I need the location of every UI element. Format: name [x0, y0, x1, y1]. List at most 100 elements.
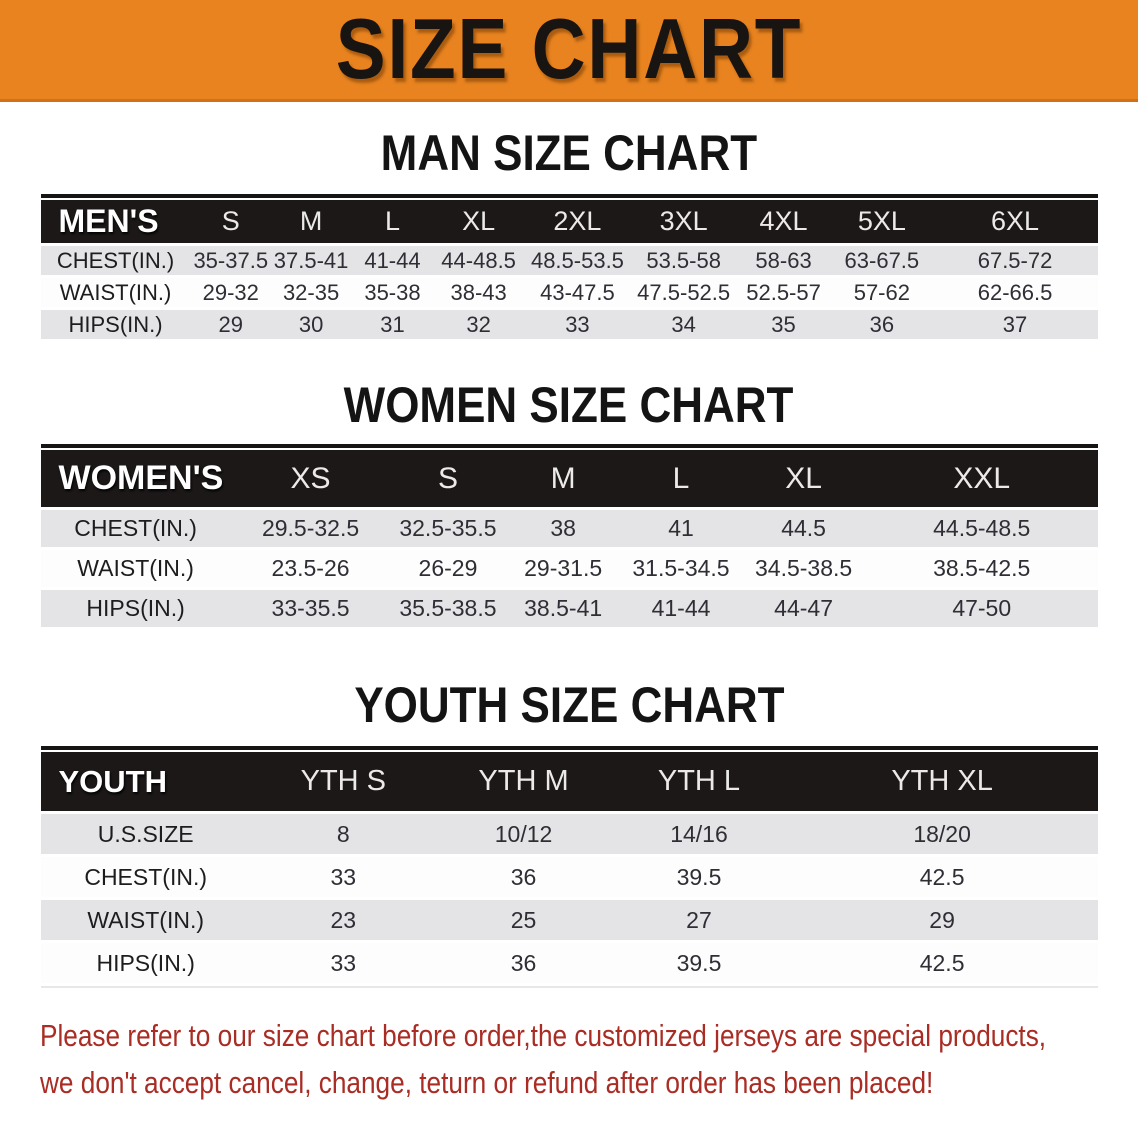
column-header: M: [270, 200, 352, 246]
table-row-ussize: U.S.SIZE 8 10/12 14/16 18/20: [40, 814, 1098, 857]
table-cell: 10/12: [435, 814, 612, 857]
column-header: S: [390, 450, 506, 510]
column-header: YTH XL: [786, 752, 1098, 814]
table-cell: 32.5-35.5: [390, 510, 506, 550]
table-cell: 32: [433, 310, 524, 342]
mens-size-table-wrap: MEN'S S M L XL 2XL 3XL 4XL 5XL 6XL CHEST…: [40, 194, 1098, 342]
table-row-chest: CHEST(IN.) 33 36 39.5 42.5: [40, 857, 1098, 900]
row-label: WAIST(IN.): [40, 278, 191, 310]
table-cell: 57-62: [831, 278, 933, 310]
column-header: XS: [230, 450, 391, 510]
table-cell: 38: [505, 510, 621, 550]
column-header: S: [190, 200, 271, 246]
table-cell: 44-47: [741, 590, 866, 630]
table-cell: 35-37.5: [190, 246, 271, 278]
table-cell: 42.5: [786, 857, 1098, 900]
table-cell: 47-50: [865, 590, 1098, 630]
row-label: CHEST(IN.): [40, 246, 191, 278]
table-cell: 31.5-34.5: [620, 550, 742, 590]
table-row-hips: HIPS(IN.) 33-35.5 35.5-38.5 38.5-41 41-4…: [40, 590, 1098, 630]
table-row-chest: CHEST(IN.) 29.5-32.5 32.5-35.5 38 41 44.…: [40, 510, 1098, 550]
column-header: 2XL: [523, 200, 632, 246]
table-cell: 33-35.5: [230, 590, 391, 630]
table-cell: 32-35: [270, 278, 352, 310]
row-label: WAIST(IN.): [40, 900, 251, 943]
table-cell: 63-67.5: [831, 246, 933, 278]
table-cell: 14/16: [611, 814, 787, 857]
womens-size-table-wrap: WOMEN'S XS S M L XL XXL CHEST(IN.) 29.5-…: [40, 444, 1098, 630]
table-cell: 26-29: [390, 550, 506, 590]
table-cell: 31: [351, 310, 434, 342]
table-cell: 38.5-42.5: [865, 550, 1098, 590]
table-cell: 25: [435, 900, 612, 943]
mens-header-label: MEN'S: [40, 200, 191, 246]
table-cell: 44.5: [741, 510, 866, 550]
column-header: 5XL: [831, 200, 933, 246]
table-row-waist: WAIST(IN.) 23.5-26 26-29 29-31.5 31.5-34…: [40, 550, 1098, 590]
table-cell: 41-44: [351, 246, 434, 278]
table-cell: 43-47.5: [523, 278, 632, 310]
table-row-hips: HIPS(IN.) 29 30 31 32 33 34 35 36 37: [40, 310, 1098, 342]
row-label: HIPS(IN.): [40, 310, 191, 342]
youth-section-title: YOUTH SIZE CHART: [353, 677, 785, 733]
table-cell: 29-31.5: [505, 550, 621, 590]
row-label: CHEST(IN.): [40, 510, 231, 550]
table-cell: 47.5-52.5: [631, 278, 736, 310]
table-cell: 38-43: [433, 278, 524, 310]
row-label: U.S.SIZE: [40, 814, 251, 857]
table-cell: 39.5: [611, 943, 787, 986]
table-cell: 33: [523, 310, 632, 342]
table-cell: 41: [620, 510, 742, 550]
table-cell: 44-48.5: [433, 246, 524, 278]
womens-header-label: WOMEN'S: [40, 450, 231, 510]
youth-header-row: YOUTH YTH S YTH M YTH L YTH XL: [40, 752, 1098, 814]
table-cell: 34: [631, 310, 736, 342]
table-cell: 34.5-38.5: [741, 550, 866, 590]
column-header: L: [351, 200, 434, 246]
disclaimer-text: Please refer to our size chart before or…: [40, 1012, 1130, 1106]
table-cell: 30: [270, 310, 352, 342]
table-cell: 35: [735, 310, 832, 342]
table-cell: 23.5-26: [230, 550, 391, 590]
banner-title: SIZE CHART: [335, 2, 803, 97]
disclaimer-line-2: we don't accept cancel, change, teturn o…: [40, 1065, 934, 1100]
disclaimer-line-1: Please refer to our size chart before or…: [40, 1018, 1047, 1053]
table-row-hips: HIPS(IN.) 33 36 39.5 42.5: [40, 943, 1098, 986]
table-cell: 35.5-38.5: [390, 590, 506, 630]
youth-size-table-wrap: YOUTH YTH S YTH M YTH L YTH XL U.S.SIZE …: [40, 746, 1098, 988]
column-header: 6XL: [932, 200, 1098, 246]
table-cell: 29-32: [190, 278, 271, 310]
table-cell: 48.5-53.5: [523, 246, 632, 278]
row-label: WAIST(IN.): [40, 550, 231, 590]
column-header: XXL: [865, 450, 1098, 510]
table-cell: 42.5: [786, 943, 1098, 986]
table-cell: 36: [435, 857, 612, 900]
women-section-title: WOMEN SIZE CHART: [344, 377, 794, 433]
table-cell: 35-38: [351, 278, 434, 310]
table-cell: 36: [831, 310, 933, 342]
table-cell: 38.5-41: [505, 590, 621, 630]
table-cell: 41-44: [620, 590, 742, 630]
table-cell: 58-63: [735, 246, 832, 278]
table-cell: 52.5-57: [735, 278, 832, 310]
row-label: HIPS(IN.): [40, 590, 231, 630]
row-label: HIPS(IN.): [40, 943, 251, 986]
man-section-title: MAN SIZE CHART: [380, 125, 758, 181]
table-row-waist: WAIST(IN.) 29-32 32-35 35-38 38-43 43-47…: [40, 278, 1098, 310]
table-cell: 37: [932, 310, 1098, 342]
size-chart-banner: SIZE CHART: [0, 0, 1138, 102]
table-cell: 29: [786, 900, 1098, 943]
table-cell: 33: [250, 857, 436, 900]
table-cell: 29: [190, 310, 271, 342]
column-header: YTH M: [435, 752, 612, 814]
table-row-waist: WAIST(IN.) 23 25 27 29: [40, 900, 1098, 943]
column-header: L: [620, 450, 742, 510]
table-cell: 18/20: [786, 814, 1098, 857]
row-label: CHEST(IN.): [40, 857, 251, 900]
column-header: XL: [433, 200, 524, 246]
table-cell: 53.5-58: [631, 246, 736, 278]
table-cell: 33: [250, 943, 436, 986]
youth-size-table: YOUTH YTH S YTH M YTH L YTH XL U.S.SIZE …: [40, 752, 1098, 986]
table-cell: 67.5-72: [932, 246, 1098, 278]
womens-header-row: WOMEN'S XS S M L XL XXL: [40, 450, 1098, 510]
